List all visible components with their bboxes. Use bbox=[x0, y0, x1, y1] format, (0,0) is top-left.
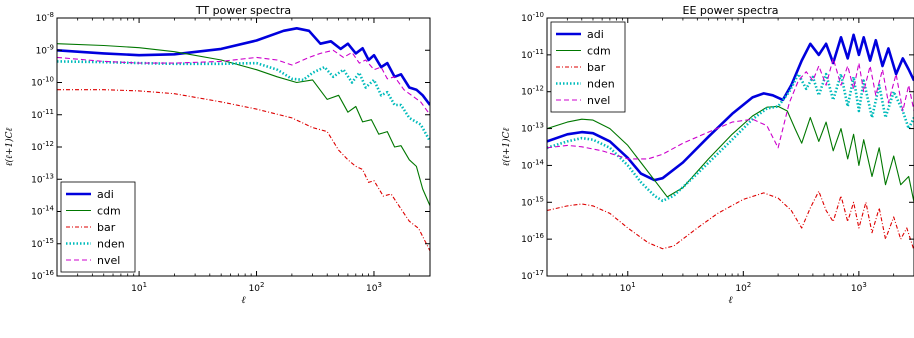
series-line-nvel bbox=[57, 49, 430, 116]
chart-title: TT power spectra bbox=[195, 4, 291, 17]
x-tick-label: 101 bbox=[131, 281, 147, 294]
legend-box bbox=[550, 21, 626, 113]
axes-frame bbox=[546, 17, 914, 277]
legend: adi cdm bar nden nvel bbox=[60, 181, 136, 273]
y-tick-label: 10-16 bbox=[31, 269, 54, 282]
chart-title: EE power spectra bbox=[683, 4, 779, 17]
y-tick-label: 10-14 bbox=[31, 205, 54, 218]
series-line-adi bbox=[547, 33, 914, 182]
series-line-adi bbox=[57, 27, 430, 106]
legend-label-cdm: cdm bbox=[97, 205, 121, 218]
x-tick-label: 103 bbox=[366, 281, 382, 294]
legend-label-nvel: nvel bbox=[97, 254, 120, 267]
y-axis-label: ℓ(ℓ+1)Cℓ bbox=[501, 128, 512, 167]
y-tick-label: 10-11 bbox=[521, 48, 544, 61]
y-axis-label: ℓ(ℓ+1)Cℓ bbox=[4, 128, 15, 167]
legend-label-bar: bar bbox=[97, 221, 116, 234]
x-tick-label: 103 bbox=[851, 281, 867, 294]
y-tick-label: 10-10 bbox=[31, 76, 54, 89]
series-line-nden bbox=[547, 72, 914, 203]
y-tick-label: 10-12 bbox=[31, 140, 54, 153]
x-tick-label: 102 bbox=[735, 281, 751, 294]
series-line-cdm bbox=[547, 105, 914, 203]
y-tick-label: 10-12 bbox=[521, 85, 544, 98]
legend-box bbox=[60, 181, 136, 273]
legend-label-bar: bar bbox=[587, 61, 606, 74]
x-axis-label: ℓ bbox=[241, 295, 245, 306]
y-tick-label: 10-10 bbox=[521, 11, 544, 24]
legend: adi cdm bar nden nvel bbox=[550, 21, 626, 113]
series-line-nvel bbox=[547, 57, 914, 160]
series-group bbox=[57, 27, 430, 252]
legend-label-cdm: cdm bbox=[587, 45, 611, 58]
chart-panel-0: TT power spectra 101 102 103 10-8 10-9 10-10 10… bbox=[4, 4, 431, 306]
y-tick-label: 10-13 bbox=[31, 172, 54, 185]
legend-label-nden: nden bbox=[97, 238, 125, 251]
series-group bbox=[547, 33, 914, 251]
legend-label-nvel: nvel bbox=[587, 94, 610, 107]
x-tick-label: 102 bbox=[249, 281, 265, 294]
y-tick-label: 10-11 bbox=[31, 108, 54, 121]
y-tick-label: 10-13 bbox=[521, 122, 544, 135]
series-line-cdm bbox=[57, 43, 430, 207]
legend-label-adi: adi bbox=[587, 28, 604, 41]
legend-label-nden: nden bbox=[587, 78, 615, 91]
y-tick-label: 10-9 bbox=[36, 43, 54, 56]
y-tick-label: 10-8 bbox=[36, 11, 54, 24]
y-tick-label: 10-14 bbox=[521, 158, 544, 171]
y-tick-label: 10-15 bbox=[31, 237, 54, 250]
series-line-nden bbox=[57, 60, 430, 142]
y-tick-label: 10-15 bbox=[521, 195, 544, 208]
legend-label-adi: adi bbox=[97, 188, 114, 201]
chart-panel-1: EE power spectra 101 102 103 10-10 10-11 10-12… bbox=[501, 4, 914, 306]
x-axis-label: ℓ bbox=[728, 295, 732, 306]
series-line-bar bbox=[547, 190, 914, 251]
x-tick-label: 101 bbox=[620, 281, 636, 294]
y-tick-label: 10-16 bbox=[521, 232, 544, 245]
y-tick-label: 10-17 bbox=[521, 269, 544, 282]
